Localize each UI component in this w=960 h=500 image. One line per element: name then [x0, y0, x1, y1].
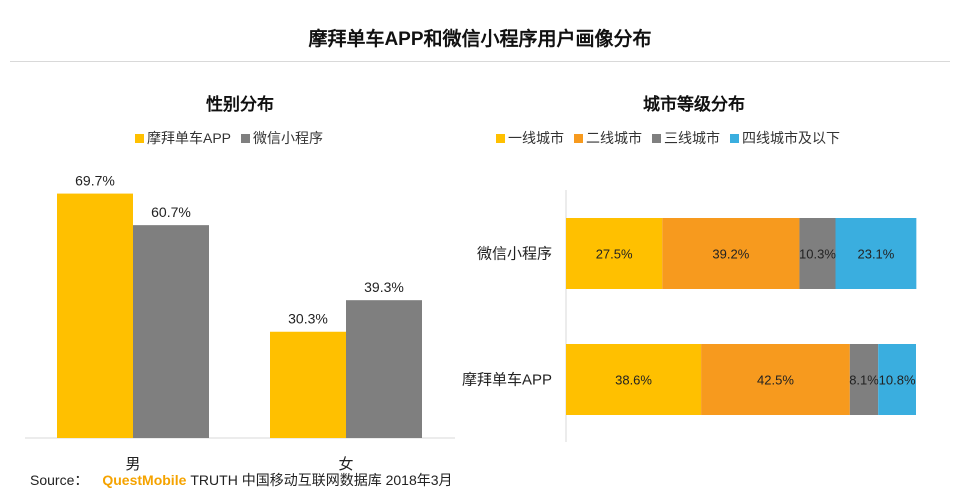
city-segment-value-label: 10.3% [799, 247, 836, 262]
title-divider [10, 61, 950, 62]
source-label: Source： [30, 472, 89, 488]
city-segment-value-label: 8.1% [849, 373, 879, 388]
city-stacked-segment [878, 344, 916, 415]
legend-label-tier2: 二线城市 [586, 130, 642, 146]
questmobile-logo: QuestMobile [102, 472, 187, 488]
legend-item-tier2: 二线城市 [574, 128, 642, 148]
city-category-label: 摩拜单车APP [462, 371, 552, 389]
legend-swatch-wechat-miniprogram [241, 133, 251, 143]
gender-bar [270, 331, 346, 438]
gender-chart-title: 性别分布 [206, 95, 274, 114]
city-segment-value-label: 23.1% [857, 247, 894, 262]
legend-item-tier3: 三线城市 [652, 128, 720, 148]
city-segment-value-label: 42.5% [757, 373, 794, 388]
gender-category-label: 女 [338, 455, 353, 473]
city-stacked-segment [662, 218, 800, 289]
city-stacked-segment [799, 218, 836, 289]
gender-bar [346, 300, 422, 438]
legend-swatch-tier4 [730, 133, 739, 143]
gender-bar [133, 225, 209, 438]
city-category-label: 微信小程序 [477, 246, 552, 263]
source-text: TRUTH 中国移动互联网数据库 2018年3月 [190, 472, 453, 488]
legend-item-mobike-app: 摩拜单车APP [135, 128, 231, 148]
legend-label-wechat-miniprogram: 微信小程序 [253, 130, 324, 146]
gender-category-label: 男 [125, 456, 140, 473]
city-stacked-segment [566, 218, 663, 289]
city-stacked-segment [566, 344, 702, 415]
legend-item-wechat-miniprogram: 微信小程序 [241, 128, 323, 148]
gender-legend: 摩拜单车APP 微信小程序 [135, 128, 333, 148]
city-stacked-segment [849, 344, 879, 415]
city-stacked-segment [835, 218, 917, 289]
city-chart-title: 城市等级分布 [643, 95, 745, 114]
legend-label-tier1: 一线城市 [508, 130, 564, 146]
gender-bar-value-label: 30.3% [288, 311, 328, 327]
gender-bar-value-label: 69.7% [75, 173, 115, 189]
page-title: 摩拜单车APP和微信小程序用户画像分布 [308, 29, 652, 50]
gender-bar-value-label: 39.3% [364, 279, 404, 295]
legend-label-tier3: 三线城市 [664, 130, 720, 146]
legend-swatch-tier1 [496, 133, 505, 143]
gender-bar [57, 193, 133, 438]
legend-swatch-mobike-app [135, 133, 144, 143]
legend-item-tier1: 一线城市 [496, 128, 564, 148]
city-segment-value-label: 27.5% [596, 247, 633, 262]
city-segment-value-label: 39.2% [712, 247, 749, 262]
city-legend: 一线城市 二线城市 三线城市 四线城市及以下 [496, 128, 850, 148]
city-segment-value-label: 38.6% [615, 373, 652, 388]
legend-swatch-tier3 [652, 133, 661, 143]
city-segment-value-label: 10.8% [879, 373, 916, 388]
legend-label-mobike-app: 摩拜单车APP [147, 130, 232, 146]
gender-bar-value-label: 60.7% [151, 204, 191, 220]
source-note: Source： QuestMobile TRUTH 中国移动互联网数据库 201… [30, 470, 453, 490]
legend-label-tier4: 四线城市及以下 [742, 130, 840, 146]
legend-swatch-tier2 [574, 133, 583, 143]
city-stacked-segment [701, 344, 850, 415]
legend-item-tier4: 四线城市及以下 [730, 128, 840, 148]
